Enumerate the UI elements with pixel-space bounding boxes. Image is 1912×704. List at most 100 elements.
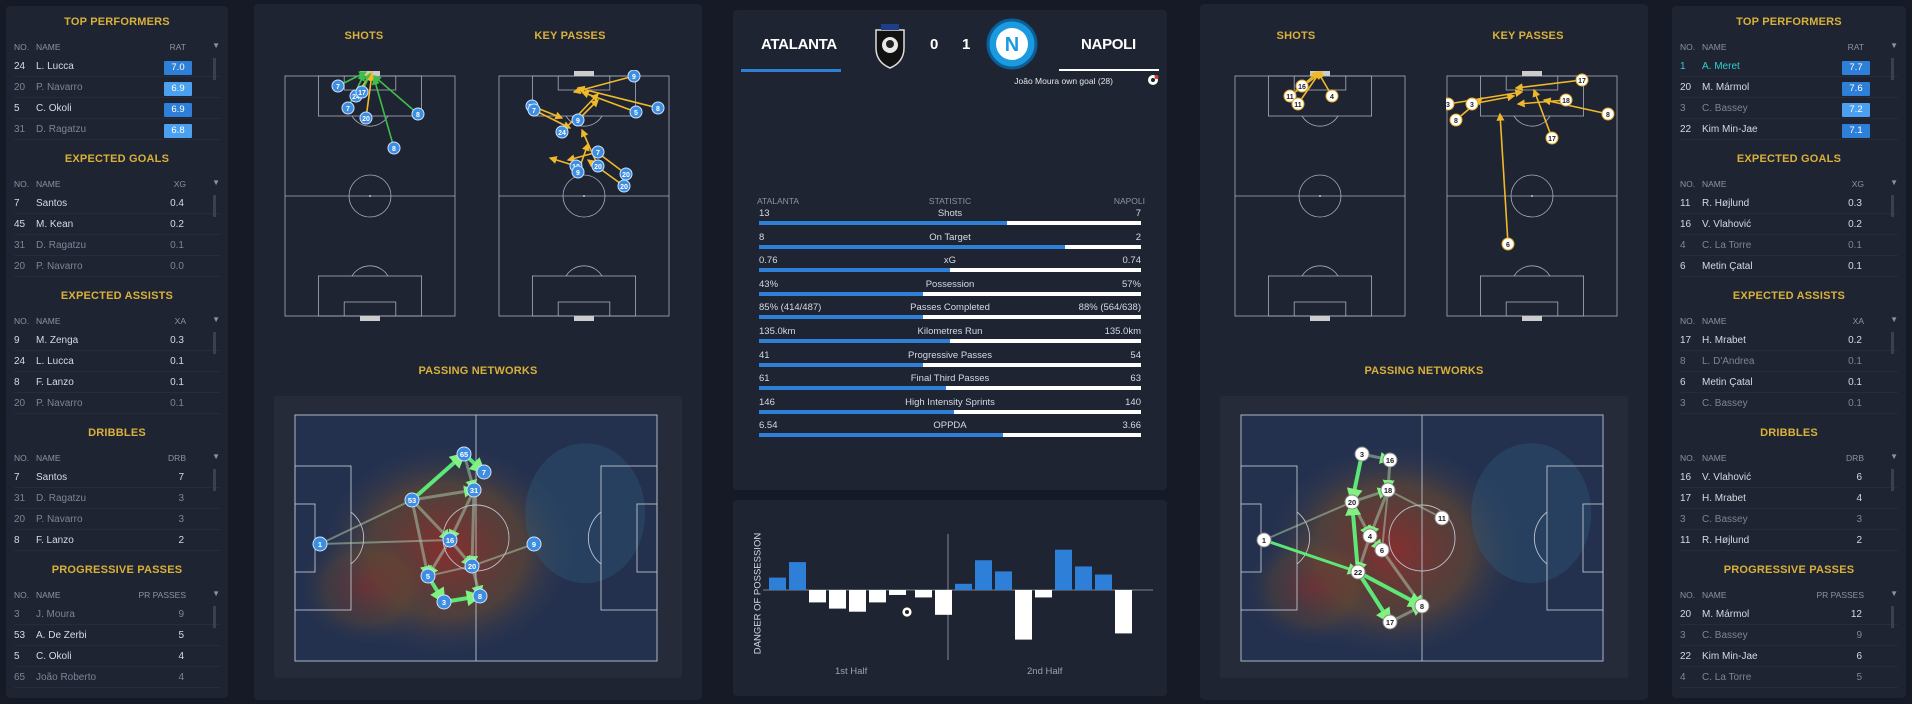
player-name[interactable]: L. Lucca — [36, 61, 74, 72]
player-node[interactable]: 8 — [387, 141, 401, 155]
table-row[interactable]: 3 C. Bassey 3 — [1680, 509, 1898, 530]
network-player-node[interactable]: 8 — [472, 588, 488, 604]
player-name[interactable]: Santos — [36, 472, 68, 483]
table-row[interactable]: 17 H. Mrabet 4 — [1680, 488, 1898, 509]
table-row[interactable]: 20 P. Navarro 0.0 — [14, 256, 220, 277]
player-name[interactable]: L. Lucca — [36, 356, 74, 367]
network-player-node[interactable]: 20 — [1344, 494, 1360, 510]
table-row[interactable]: 8 L. D'Andrea 0.1 — [1680, 351, 1898, 372]
player-node[interactable]: 9 — [571, 113, 585, 127]
sort-chevron-icon[interactable]: ▼ — [212, 178, 220, 187]
player-name[interactable]: D. Ragatzu — [36, 240, 87, 251]
left-section-header-0[interactable]: NO. NAME RAT ▼ — [14, 40, 220, 54]
network-player-node[interactable]: 53 — [404, 492, 420, 508]
table-row[interactable]: 11 R. Højlund 2 — [1680, 530, 1898, 551]
player-name[interactable]: R. Højlund — [1702, 198, 1750, 209]
table-row[interactable]: 20 M. Mármol 7.6 — [1680, 77, 1898, 98]
player-name[interactable]: Kim Min-Jae — [1702, 124, 1758, 135]
player-node[interactable]: 11 — [1291, 97, 1305, 111]
player-node[interactable]: 24 — [555, 125, 569, 139]
table-row[interactable]: 11 R. Højlund 0.3 — [1680, 193, 1898, 214]
sort-chevron-icon[interactable]: ▼ — [212, 589, 220, 598]
sort-chevron-icon[interactable]: ▼ — [212, 452, 220, 461]
network-player-node[interactable]: 16 — [442, 532, 458, 548]
sort-chevron-icon[interactable]: ▼ — [212, 41, 220, 50]
table-row[interactable]: 22 Kim Min-Jae 6 — [1680, 646, 1898, 667]
table-row[interactable]: 4 C. La Torre 0.1 — [1680, 235, 1898, 256]
table-row[interactable]: 3 J. Moura 9 — [14, 604, 220, 625]
player-name[interactable]: H. Mrabet — [1702, 335, 1746, 346]
player-name[interactable]: C. Okoli — [36, 651, 72, 662]
left-section-header-1[interactable]: NO. NAME XG ▼ — [14, 177, 220, 191]
player-name[interactable]: R. Højlund — [1702, 535, 1750, 546]
player-node[interactable]: 17 — [355, 85, 369, 99]
right-section-header-1[interactable]: NO. NAME XG ▼ — [1680, 177, 1898, 191]
scrollbar[interactable] — [1891, 195, 1894, 217]
player-name[interactable]: V. Vlahović — [1702, 472, 1752, 483]
table-row[interactable]: 9 M. Zenga 0.3 — [14, 330, 220, 351]
table-row[interactable]: 20 P. Navarro 3 — [14, 509, 220, 530]
table-row[interactable]: 45 M. Kean 0.2 — [14, 214, 220, 235]
table-row[interactable]: 16 V. Vlahović 0.2 — [1680, 214, 1898, 235]
player-name[interactable]: A. De Zerbi — [36, 630, 87, 641]
table-row[interactable]: 5 C. Okoli 6.9 — [14, 98, 220, 119]
network-player-node[interactable]: 18 — [1380, 482, 1396, 498]
table-row[interactable]: 16 V. Vlahović 6 — [1680, 467, 1898, 488]
table-row[interactable]: 20 M. Mármol 12 — [1680, 604, 1898, 625]
player-node[interactable]: 20 — [359, 111, 373, 125]
player-name[interactable]: C. La Torre — [1702, 672, 1752, 683]
player-name[interactable]: P. Navarro — [36, 261, 83, 272]
sort-chevron-icon[interactable]: ▼ — [212, 315, 220, 324]
network-player-node[interactable]: 65 — [456, 446, 472, 462]
network-player-node[interactable]: 9 — [526, 536, 542, 552]
player-node[interactable]: 20 — [619, 167, 633, 181]
player-name[interactable]: C. Bassey — [1702, 630, 1748, 641]
table-row[interactable]: 3 C. Bassey 9 — [1680, 625, 1898, 646]
network-player-node[interactable]: 1 — [312, 536, 328, 552]
player-name[interactable]: P. Navarro — [36, 514, 83, 525]
scrollbar[interactable] — [213, 58, 216, 80]
network-player-node[interactable]: 6 — [1374, 542, 1390, 558]
scrollbar[interactable] — [213, 469, 216, 491]
scrollbar[interactable] — [1891, 606, 1894, 628]
player-node[interactable]: 7 — [341, 101, 355, 115]
player-name[interactable]: João Roberto — [36, 672, 97, 683]
player-name[interactable]: M. Mármol — [1702, 82, 1750, 93]
right-section-header-3[interactable]: NO. NAME DRB ▼ — [1680, 451, 1898, 465]
sort-chevron-icon[interactable]: ▼ — [1890, 315, 1898, 324]
sort-chevron-icon[interactable]: ▼ — [1890, 178, 1898, 187]
player-name[interactable]: C. Okoli — [36, 103, 72, 114]
table-row[interactable]: 24 L. Lucca 7.0 — [14, 56, 220, 77]
table-row[interactable]: 24 L. Lucca 0.1 — [14, 351, 220, 372]
player-name[interactable]: C. Bassey — [1702, 398, 1748, 409]
player-name[interactable]: Santos — [36, 198, 68, 209]
network-player-node[interactable]: 5 — [420, 568, 436, 584]
scrollbar[interactable] — [213, 195, 216, 217]
player-node[interactable]: 17 — [1545, 131, 1559, 145]
player-node[interactable]: 7 — [591, 145, 605, 159]
network-player-node[interactable]: 31 — [466, 482, 482, 498]
player-name[interactable]: Kim Min-Jae — [1702, 651, 1758, 662]
player-name[interactable]: Metin Çatal — [1702, 261, 1753, 272]
sort-chevron-icon[interactable]: ▼ — [1890, 41, 1898, 50]
player-name[interactable]: D. Ragatzu — [36, 124, 87, 135]
scrollbar[interactable] — [1891, 58, 1894, 80]
player-name[interactable]: V. Vlahović — [1702, 219, 1752, 230]
table-row[interactable]: 3 C. Bassey 0.1 — [1680, 393, 1898, 414]
network-player-node[interactable]: 20 — [464, 558, 480, 574]
left-section-header-2[interactable]: NO. NAME XA ▼ — [14, 314, 220, 328]
player-node[interactable]: 5 — [629, 105, 643, 119]
player-name[interactable]: C. Bassey — [1702, 103, 1748, 114]
player-node[interactable]: 20 — [591, 159, 605, 173]
network-player-node[interactable]: 3 — [436, 594, 452, 610]
table-row[interactable]: 8 F. Lanzo 2 — [14, 530, 220, 551]
left-section-header-4[interactable]: NO. NAME PR PASSES ▼ — [14, 588, 220, 602]
table-row[interactable]: 17 H. Mrabet 0.2 — [1680, 330, 1898, 351]
table-row[interactable]: 3 C. Bassey 7.2 — [1680, 98, 1898, 119]
network-player-node[interactable]: 1 — [1256, 532, 1272, 548]
right-section-header-0[interactable]: NO. NAME RAT ▼ — [1680, 40, 1898, 54]
table-row[interactable]: 7 Santos 0.4 — [14, 193, 220, 214]
scrollbar[interactable] — [213, 332, 216, 354]
left-section-header-3[interactable]: NO. NAME DRB ▼ — [14, 451, 220, 465]
player-name[interactable]: F. Lanzo — [36, 377, 74, 388]
